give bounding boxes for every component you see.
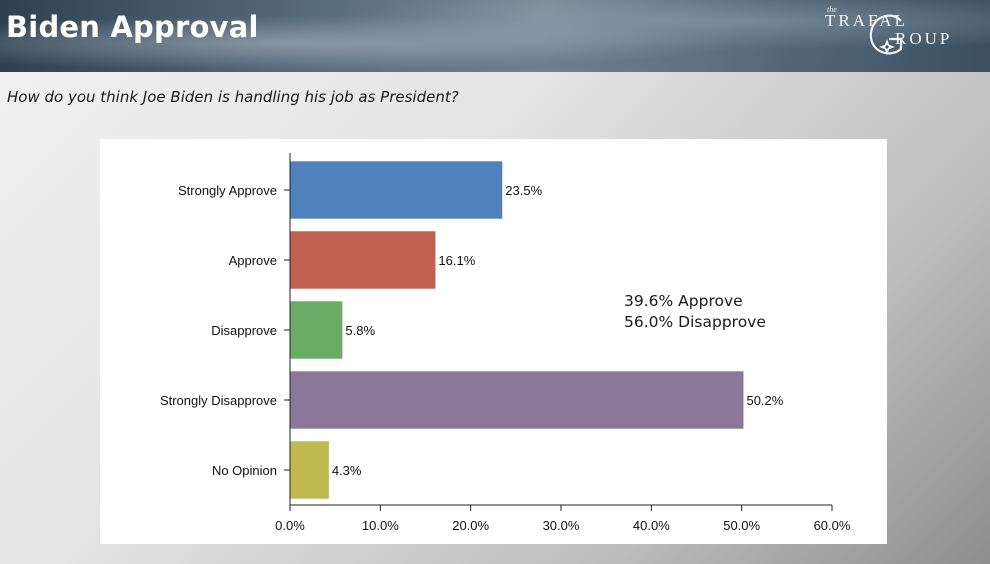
page-title: Biden Approval	[6, 10, 259, 44]
x-tick-label-5: 50.0%	[723, 518, 760, 533]
x-tick-label-2: 20.0%	[452, 518, 489, 533]
approval-summary: 39.6% Approve 56.0% Disapprove	[624, 291, 766, 333]
bar-0	[290, 161, 503, 219]
logo-line2: ROUP	[895, 29, 953, 48]
bar-3	[290, 371, 744, 429]
bar-2	[290, 301, 343, 359]
chart-panel: 23.5% Strongly Approve 16.1% Approve 5.8% Dis…	[100, 139, 887, 544]
category-label-2: Disapprove	[211, 323, 277, 338]
summary-disapprove: 56.0% Disapprove	[624, 313, 766, 331]
compass-g-icon	[869, 14, 903, 55]
x-tick-label-6: 60.0%	[814, 518, 851, 533]
bar-chart: 23.5% Strongly Approve 16.1% Approve 5.8% Dis…	[160, 153, 851, 533]
x-tick-label-1: 10.0%	[362, 518, 399, 533]
category-label-0: Strongly Approve	[178, 183, 277, 198]
value-label-0: 23.5%	[505, 183, 542, 198]
header-banner: Biden Approval the TRAFAL ROUP	[0, 0, 990, 72]
value-label-1: 16.1%	[438, 253, 475, 268]
bar-4	[290, 441, 329, 499]
category-label-1: Approve	[229, 253, 277, 268]
logo-the: the	[827, 5, 837, 14]
x-tick-label-3: 30.0%	[543, 518, 580, 533]
value-label-4: 4.3%	[332, 463, 362, 478]
summary-approve: 39.6% Approve	[624, 292, 743, 310]
category-label-4: No Opinion	[212, 463, 277, 478]
bar-1	[290, 231, 436, 289]
trafalgar-group-logo: the TRAFAL ROUP	[813, 5, 978, 63]
x-tick-label-4: 40.0%	[633, 518, 670, 533]
category-label-3: Strongly Disapprove	[160, 393, 277, 408]
value-label-2: 5.8%	[345, 323, 375, 338]
survey-question: How do you think Joe Biden is handling h…	[7, 88, 459, 106]
x-tick-label-0: 0.0%	[275, 518, 305, 533]
value-label-3: 50.2%	[746, 393, 783, 408]
